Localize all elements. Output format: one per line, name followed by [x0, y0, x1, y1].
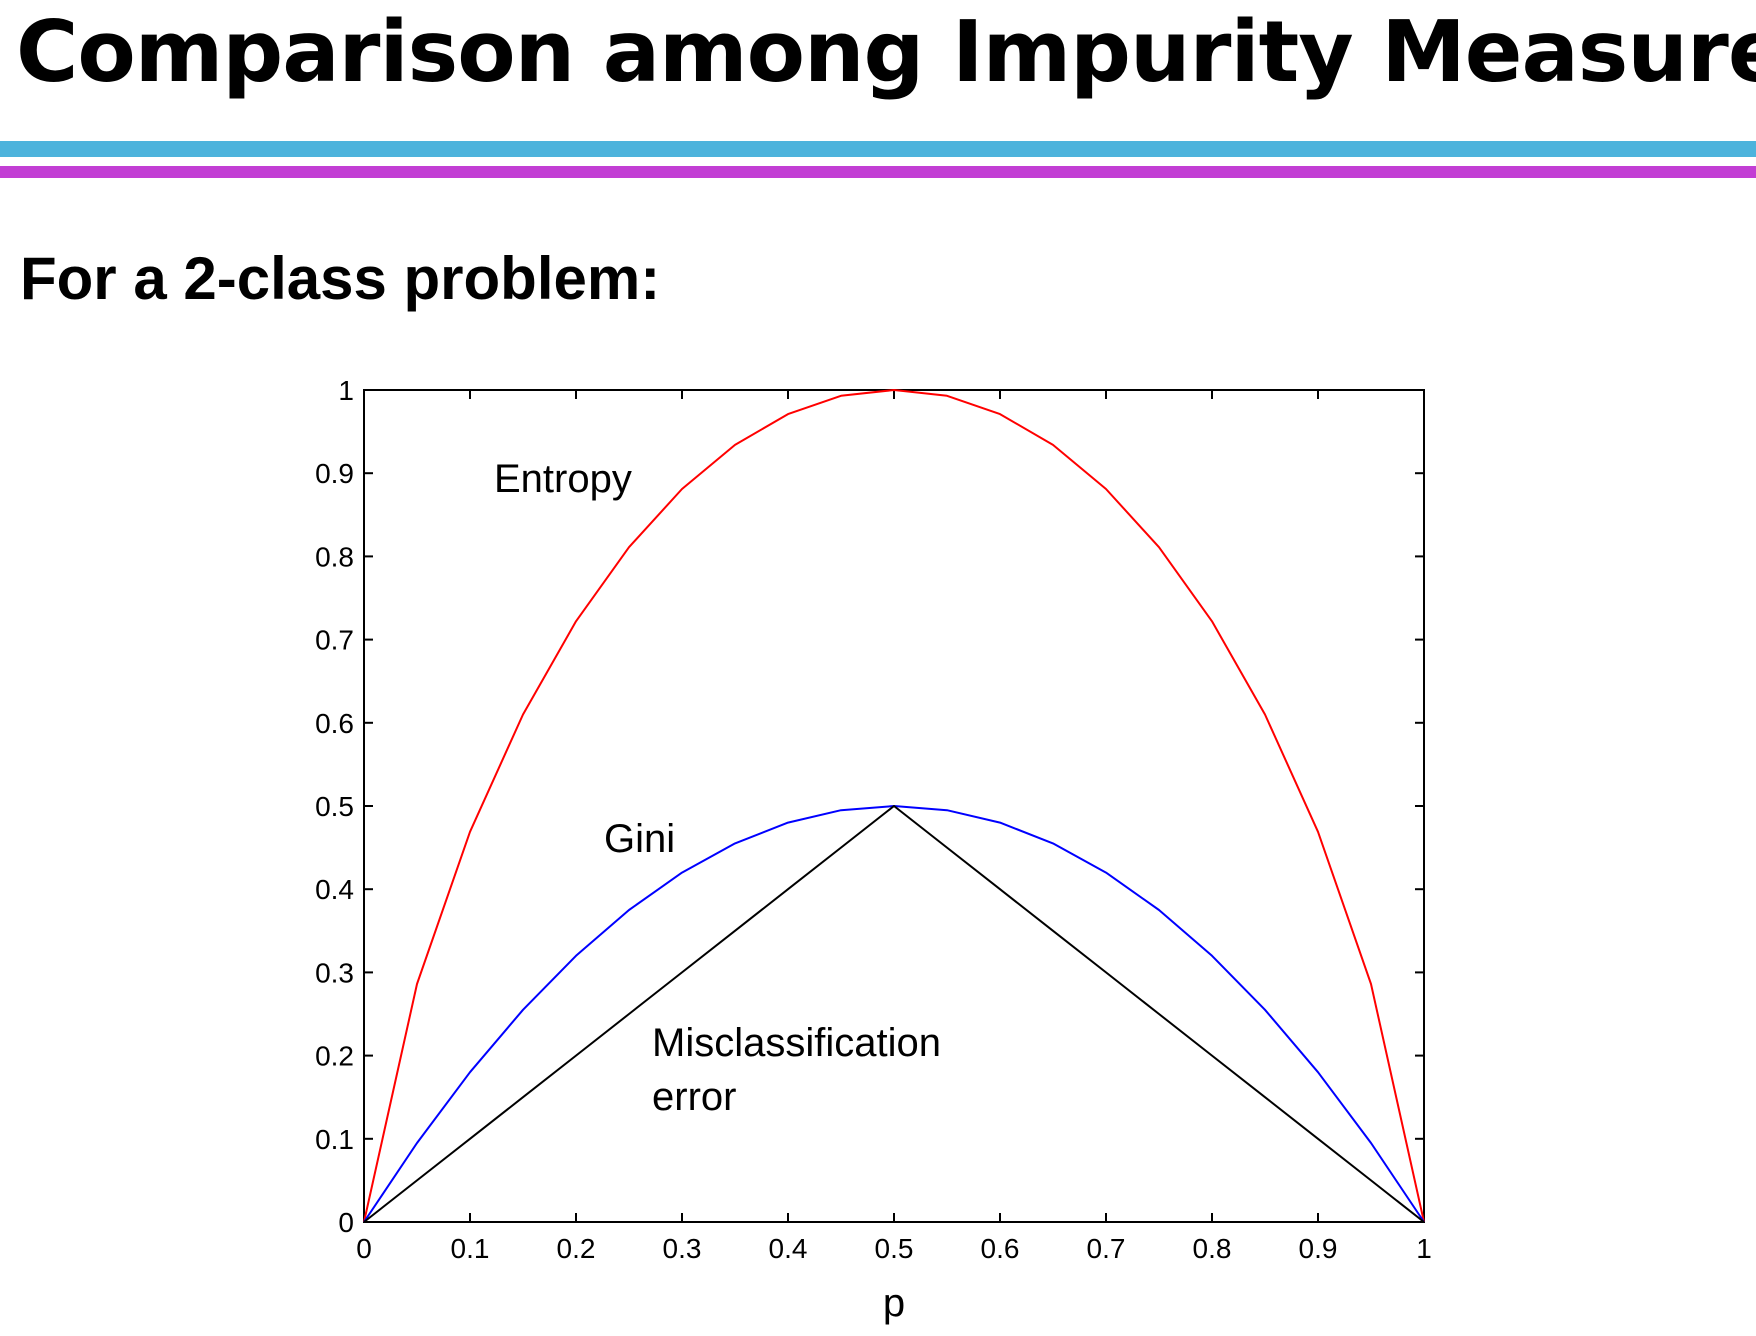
x-tick-label: 1: [1416, 1233, 1432, 1264]
y-tick-label: 0.8: [315, 541, 354, 572]
x-tick-label: 0.2: [557, 1233, 596, 1264]
x-tick-label: 0.7: [1087, 1233, 1126, 1264]
y-tick-label: 0.9: [315, 458, 354, 489]
y-tick-label: 0.4: [315, 874, 354, 905]
slide-title: Comparison among Impurity Measures: [16, 3, 1756, 102]
y-tick-label: 0.6: [315, 708, 354, 739]
x-tick-label: 0: [356, 1233, 372, 1264]
y-tick-label: 0.3: [315, 957, 354, 988]
title-rule-bottom: [0, 166, 1756, 178]
x-tick-label: 0.3: [663, 1233, 702, 1264]
x-tick-label: 0.1: [451, 1233, 490, 1264]
x-tick-label: 0.6: [981, 1233, 1020, 1264]
misclassification-error-line: [363, 805, 1425, 1223]
y-tick-label: 0: [338, 1207, 354, 1238]
title-rule-top: [0, 141, 1756, 157]
x-tick-label: 0.4: [769, 1233, 808, 1264]
y-tick-label: 0.7: [315, 625, 354, 656]
y-tick-label: 0.2: [315, 1041, 354, 1072]
y-tick-label: 1: [338, 375, 354, 406]
misclassification-label-line1: Misclassification: [652, 1021, 941, 1065]
y-tick-label: 0.5: [315, 791, 354, 822]
x-axis-label: p: [883, 1281, 905, 1325]
series-lines: [363, 389, 1425, 1223]
y-ticks: 0 0.1 0.2 0.3 0.4 0.5 0.6 0.7 0.8 0.9 1: [315, 375, 1424, 1238]
x-tick-label: 0.9: [1299, 1233, 1338, 1264]
y-tick-label: 0.1: [315, 1124, 354, 1155]
x-tick-label: 0.5: [875, 1233, 914, 1264]
entropy-line: [363, 389, 1425, 1223]
slide-subtitle: For a 2-class problem:: [20, 245, 661, 312]
gini-label: Gini: [604, 817, 675, 861]
entropy-label: Entropy: [494, 457, 632, 501]
x-ticks: 0 0.1 0.2 0.3 0.4 0.5 0.6 0.7 0.8 0.9 1: [356, 390, 1432, 1264]
misclassification-label-line2: error: [652, 1075, 736, 1119]
x-tick-label: 0.8: [1193, 1233, 1232, 1264]
